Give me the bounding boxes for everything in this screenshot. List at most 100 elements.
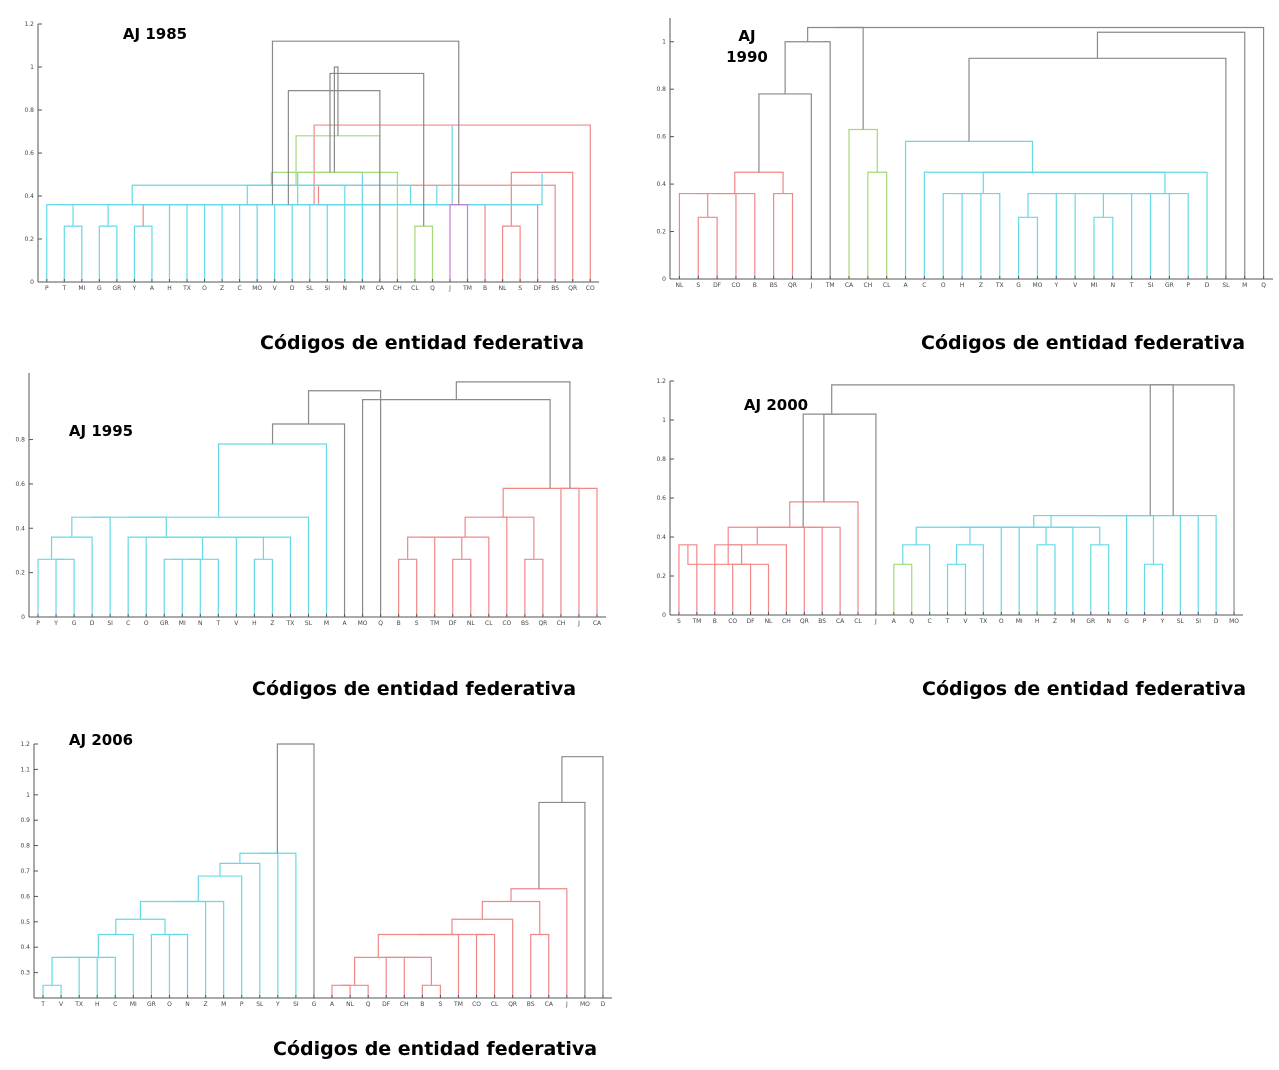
- leaf-label: MI: [78, 285, 85, 292]
- dendrogram-link: [758, 93, 812, 279]
- leaf-label: MO: [1229, 618, 1239, 625]
- leaf-label: Q: [430, 285, 435, 292]
- dendrogram-link: [502, 487, 598, 617]
- dendrogram-link: [258, 852, 297, 998]
- leaf-label: TM: [691, 618, 701, 625]
- dendrogram-link: [50, 536, 93, 617]
- dendrogram-link: [150, 933, 179, 998]
- y-tick-label: 0.4: [20, 944, 30, 951]
- leaf-label: G: [97, 285, 102, 292]
- dendrogram-link: [915, 526, 1002, 615]
- leaf-label: DF: [747, 618, 756, 625]
- dendrogram-link: [560, 487, 580, 617]
- leaf-label: NL: [346, 1001, 354, 1008]
- dendrogram-link: [510, 888, 568, 998]
- leaf-label: J: [448, 285, 451, 292]
- dendrogram-link: [354, 956, 403, 986]
- y-tick-label: 0.2: [656, 573, 666, 580]
- leaf-label: GR: [1086, 618, 1095, 625]
- dendrogram-link: [693, 192, 737, 279]
- dendrogram-1985: 0 0.2 0.4 0.6 0.8 1 1.2 P T MI G GR Y A H TX O Z C MO V D SL SI…: [24, 21, 599, 292]
- leaf-label: N: [198, 620, 203, 627]
- leaf-label: G: [1016, 282, 1021, 289]
- dendrogram-link: [784, 41, 831, 279]
- dendrogram-link: [1027, 192, 1057, 279]
- dendrogram-link: [823, 413, 840, 502]
- leaf-label: NL: [765, 618, 773, 625]
- leaf-label: N: [185, 1001, 190, 1008]
- dendrogram-link: [773, 192, 794, 279]
- dendrogram-link: [451, 918, 514, 998]
- dendrogram-link: [42, 984, 62, 998]
- dendrogram-link: [1090, 544, 1110, 615]
- leaf-label: TX: [978, 618, 987, 625]
- dendrogram-link: [128, 516, 310, 617]
- leaf-label: J: [874, 618, 877, 625]
- leaf-label: B: [420, 1001, 424, 1008]
- leaf-label: N: [1111, 282, 1116, 289]
- leaf-label: H: [252, 620, 257, 627]
- leaf-label: A: [150, 285, 155, 292]
- leaf-label: C: [113, 1001, 117, 1008]
- dendrogram-link: [1143, 563, 1164, 615]
- dendrogram-link: [756, 526, 823, 615]
- dendrogram-link: [131, 184, 412, 205]
- leaf-label: CL: [854, 618, 862, 625]
- leaf-label: P: [45, 285, 49, 292]
- y-tick-label: 0.6: [20, 893, 30, 900]
- dendrogram-link: [678, 192, 709, 279]
- y-tick-label: 1: [30, 64, 34, 71]
- leaf-label: N: [343, 285, 348, 292]
- dendrogram-link: [115, 918, 166, 935]
- y-tick-label: 1: [26, 792, 30, 799]
- leaf-label: CH: [782, 618, 791, 625]
- leaf-label: GR: [112, 285, 121, 292]
- dendrogram-link: [982, 171, 1166, 194]
- leaf-label: TM: [453, 1001, 463, 1008]
- leaf-label: MI: [179, 620, 186, 627]
- y-tick-label: 0.8: [656, 86, 666, 93]
- dendrogram-link: [63, 225, 83, 282]
- leaf-label: BS: [770, 282, 778, 289]
- leaf-label: QR: [508, 1001, 517, 1008]
- leaf-label: G: [312, 1001, 317, 1008]
- dendrogram-link: [55, 558, 75, 617]
- dendrogram-link: [441, 536, 490, 617]
- leaf-label: P: [36, 620, 40, 627]
- leaf-label: P: [1186, 282, 1190, 289]
- leaf-label: CA: [836, 618, 845, 625]
- dendrogram-link: [295, 135, 381, 282]
- leaf-label: SI: [293, 1001, 299, 1008]
- dendrogram-link: [893, 563, 913, 615]
- dendrogram-link: [246, 184, 346, 282]
- dendrogram-link: [341, 984, 369, 998]
- leaf-label: CO: [731, 282, 740, 289]
- dendrogram-link: [1077, 192, 1152, 279]
- dendrogram-link: [697, 216, 718, 279]
- leaf-label: CL: [411, 285, 419, 292]
- x-axis-label: Códigos de entidad federativa: [273, 1038, 598, 1060]
- y-tick-label: 0.6: [24, 150, 34, 157]
- leaf-label: Y: [1053, 282, 1058, 289]
- leaf-label: B: [753, 282, 757, 289]
- leaf-label: SL: [1177, 618, 1185, 625]
- leaf-label: S: [415, 620, 419, 627]
- dendrogram-link: [1130, 514, 1217, 615]
- leaf-label: BS: [818, 618, 826, 625]
- dendrogram-link: [452, 558, 472, 617]
- leaf-label: SL: [305, 620, 313, 627]
- y-tick-label: 1.1: [20, 766, 30, 773]
- leaf-label: D: [1205, 282, 1210, 289]
- leaf-label: QR: [800, 618, 809, 625]
- leaf-label: GR: [160, 620, 169, 627]
- dendrogram-link: [253, 558, 274, 617]
- leaf-label: S: [439, 1001, 443, 1008]
- chart-title: AJ 1990: [726, 27, 768, 66]
- dendrogram-link: [98, 225, 118, 282]
- leaf-label: MI: [1016, 618, 1023, 625]
- dendrogram-link: [331, 984, 351, 998]
- leaf-label: TX: [995, 282, 1004, 289]
- leaf-label: D: [601, 1001, 606, 1008]
- dendrogram-link: [952, 192, 982, 279]
